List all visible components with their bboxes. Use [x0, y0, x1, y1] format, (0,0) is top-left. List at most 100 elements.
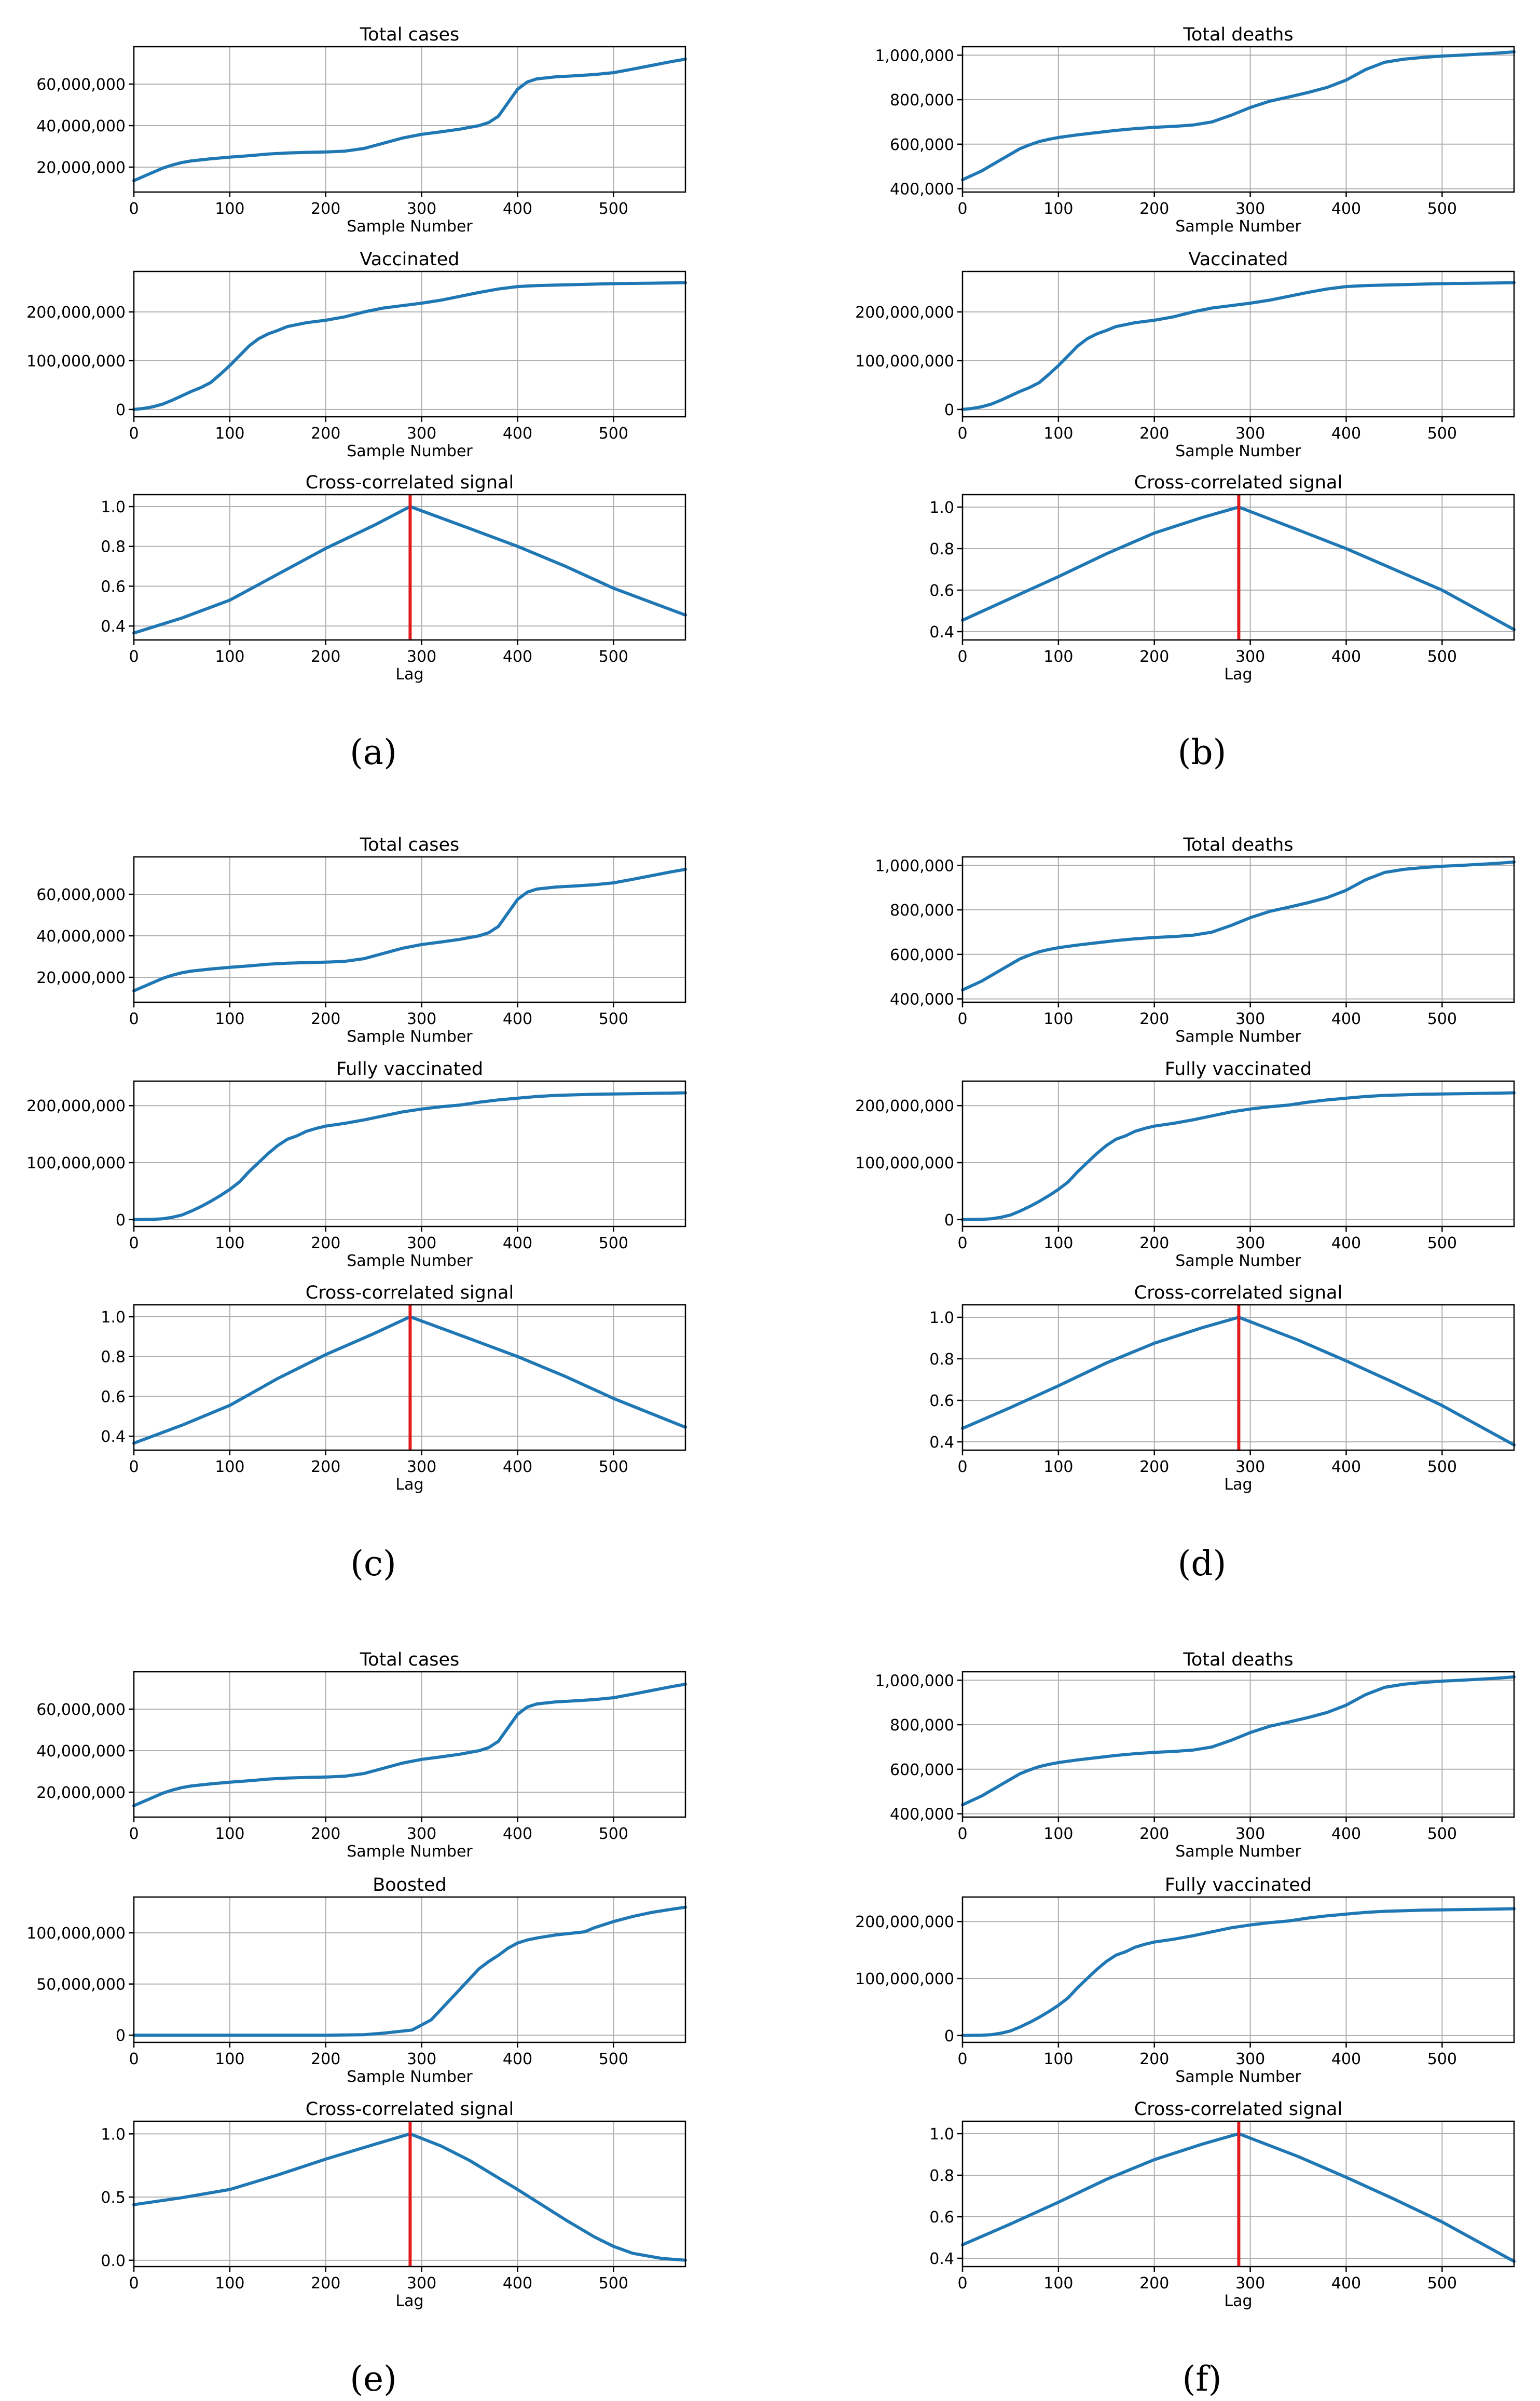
x-tick-label: 200	[1139, 1825, 1169, 1843]
x-tick-label: 200	[311, 200, 340, 218]
x-tick-label: 0	[129, 1010, 139, 1028]
series-line	[961, 860, 1516, 992]
panel-caption: (e)	[350, 2359, 397, 2399]
x-tick-label: 100	[215, 425, 244, 443]
y-tick-label: 100,000,000	[26, 1154, 126, 1172]
x-tick-label: 0	[129, 1825, 139, 1843]
x-tick-label: 300	[1235, 425, 1265, 443]
x-axis-label: Lag	[1224, 1476, 1252, 1494]
x-tick-label: 500	[599, 425, 628, 443]
series-line	[961, 506, 1516, 631]
x-tick-label: 400	[503, 648, 532, 666]
subplot-f-1: 0 100 200 300 400 500 400,000 600,000 800,000 1,0…	[875, 1649, 1516, 1861]
series-line	[132, 1091, 687, 1221]
x-tick-label: 200	[1139, 1458, 1169, 1476]
x-tick-label: 200	[311, 1825, 340, 1843]
y-tick-label: 0.4	[929, 623, 954, 642]
series-line	[132, 868, 687, 992]
x-tick-label: 500	[599, 200, 628, 218]
y-tick-label: 100,000,000	[855, 352, 954, 371]
series-line	[132, 1315, 687, 1445]
x-axis-label: Sample Number	[347, 1252, 473, 1270]
subplot-title: Total deaths	[1182, 835, 1293, 855]
x-tick-label: 400	[503, 1010, 532, 1028]
x-tick-label: 300	[407, 648, 436, 666]
x-tick-label: 500	[599, 648, 628, 666]
y-tick-label: 60,000,000	[36, 76, 126, 94]
x-tick-label: 200	[311, 648, 340, 666]
y-tick-label: 400,000	[890, 181, 954, 199]
subplot-title: Boosted	[373, 1875, 447, 1895]
x-tick-label: 400	[1331, 425, 1361, 443]
plot-frame	[961, 270, 1515, 418]
x-tick-label: 0	[129, 1458, 139, 1476]
y-tick-label: 400,000	[890, 1806, 954, 1824]
x-axis-label: Lag	[1224, 665, 1252, 684]
plot-frame	[961, 1080, 1515, 1227]
x-tick-label: 100	[1043, 1825, 1073, 1843]
plot-frame	[133, 1671, 686, 1818]
plot-frame	[133, 46, 686, 193]
x-axis-label: Lag	[395, 2292, 423, 2310]
x-tick-label: 100	[1043, 1458, 1073, 1476]
subplot-title: Cross-correlated signal	[1134, 472, 1342, 493]
y-tick-label: 0.4	[101, 1428, 126, 1446]
x-tick-label: 100	[215, 1010, 244, 1028]
y-tick-label: 0.4	[929, 2250, 954, 2268]
subplot-title: Total deaths	[1182, 24, 1293, 45]
y-tick-label: 0.0	[101, 2252, 126, 2270]
subplot-a-1: 0 100 200 300 400 500 20,000,000 40,000,000 60,0…	[36, 24, 687, 236]
subplot-title: Fully vaccinated	[1165, 1059, 1312, 1080]
x-tick-label: 400	[503, 1458, 532, 1476]
x-tick-label: 300	[407, 2050, 436, 2068]
plot-frame	[961, 46, 1515, 193]
y-tick-label: 100,000,000	[855, 1970, 954, 1988]
y-tick-label: 600,000	[890, 136, 954, 154]
x-tick-label: 300	[1235, 200, 1265, 218]
y-tick-label: 200,000,000	[855, 1097, 954, 1115]
panel-caption: (b)	[1178, 732, 1227, 772]
series-line	[961, 1091, 1516, 1221]
x-axis-label: Lag	[395, 1476, 423, 1494]
x-tick-label: 400	[1331, 648, 1361, 666]
x-axis-label: Sample Number	[1175, 217, 1301, 236]
x-axis-label: Sample Number	[1175, 2068, 1301, 2086]
y-tick-label: 0.6	[101, 578, 126, 596]
x-tick-label: 100	[215, 1458, 244, 1476]
x-tick-label: 500	[1427, 648, 1457, 666]
x-tick-label: 200	[1139, 2274, 1169, 2293]
subplot-title: Fully vaccinated	[336, 1059, 483, 1080]
x-axis-label: Sample Number	[1175, 442, 1301, 460]
x-tick-label: 300	[1235, 1458, 1265, 1476]
y-tick-label: 1.0	[101, 498, 126, 516]
subplot-title: Cross-correlated signal	[306, 472, 514, 493]
x-axis-label: Sample Number	[347, 1843, 473, 1861]
x-tick-label: 200	[311, 2274, 340, 2293]
y-tick-label: 0.4	[929, 1434, 954, 1452]
x-tick-label: 200	[311, 425, 340, 443]
series-line	[961, 2132, 1516, 2263]
subplot-title: Total cases	[360, 24, 460, 45]
plot-frame	[961, 856, 1515, 1003]
x-tick-label: 0	[957, 200, 967, 218]
y-tick-label: 40,000,000	[36, 117, 126, 135]
y-tick-label: 600,000	[890, 1761, 954, 1779]
x-tick-label: 100	[215, 1825, 244, 1843]
subplot-e-3: 0 100 200 300 400 500 0.0 0.5 1.0 Cross-correlate…	[101, 2099, 687, 2310]
x-tick-label: 300	[407, 200, 436, 218]
y-tick-label: 100,000,000	[26, 352, 126, 371]
x-axis-label: Lag	[1224, 2292, 1252, 2310]
y-tick-label: 0.8	[101, 538, 126, 556]
subplot-f-3: 0 100 200 300 400 500 0.4 0.6 0.8 1.0 Cross-correl…	[929, 2099, 1516, 2310]
y-tick-label: 800,000	[890, 902, 954, 920]
y-tick-label: 1,000,000	[875, 47, 954, 65]
x-tick-label: 400	[1331, 1010, 1361, 1028]
y-tick-label: 1.0	[101, 1308, 126, 1327]
y-tick-label: 0	[944, 2027, 954, 2045]
x-tick-label: 400	[1331, 1825, 1361, 1843]
x-axis-label: Sample Number	[1175, 1252, 1301, 1270]
subplot-title: Vaccinated	[1189, 249, 1288, 270]
subplot-b-2: 0 100 200 300 400 500 0 100,000,000 200,000,000 V…	[855, 249, 1516, 460]
panel-d: 0 100 200 300 400 500 400,000 600,000 800,000 1,0…	[855, 835, 1516, 1584]
subplot-a-2: 0 100 200 300 400 500 0 100,000,000 200,000,000 V…	[26, 249, 687, 460]
